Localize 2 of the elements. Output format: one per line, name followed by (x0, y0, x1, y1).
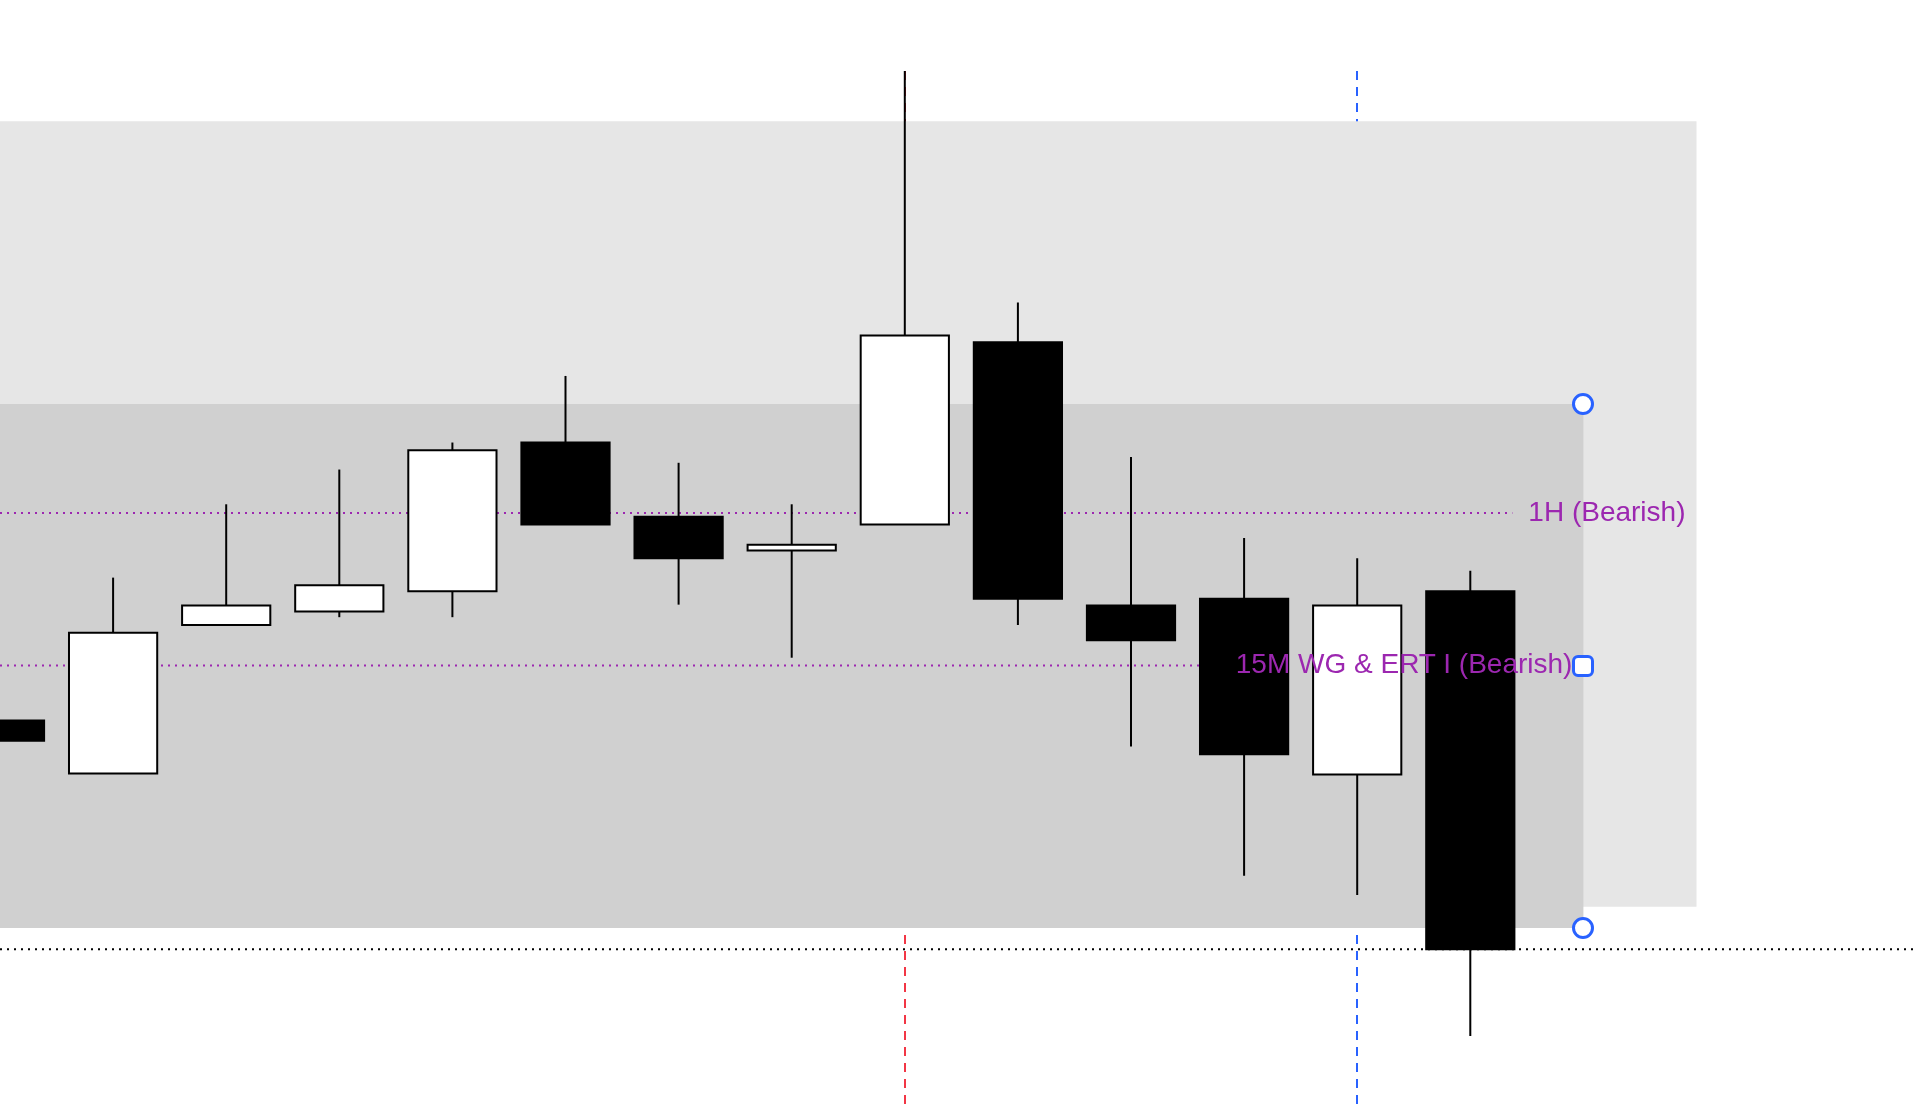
ref-line-label: 1H (Bearish) (1528, 495, 1686, 527)
candlestick (1085, 456, 1177, 748)
